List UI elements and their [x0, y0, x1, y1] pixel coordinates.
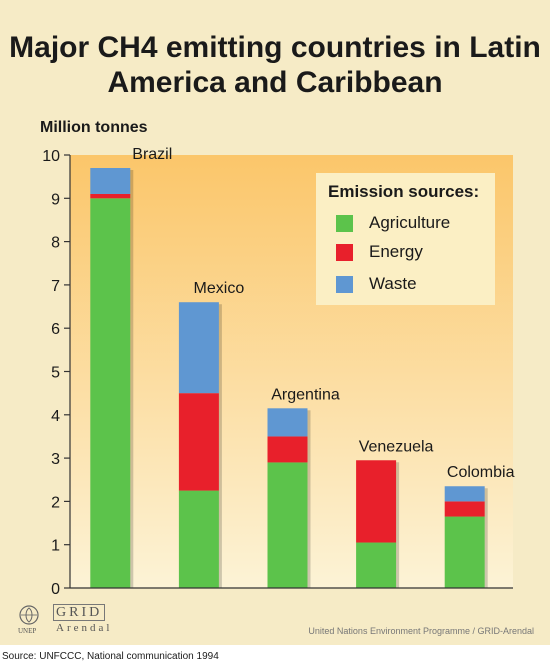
category-label-venezuela: Venezuela	[359, 438, 434, 455]
category-label-colombia: Colombia	[447, 464, 515, 481]
legend-label-energy: Energy	[369, 242, 423, 261]
bar-segment-agriculture-colombia	[444, 516, 485, 588]
arendal-logo-text: Arendal	[56, 622, 113, 634]
y-tick-label: 7	[51, 278, 60, 295]
bar-shadow	[130, 169, 134, 589]
y-tick-label: 0	[51, 581, 60, 598]
bar-segment-waste-brazil	[90, 167, 131, 194]
legend-swatch-waste	[336, 276, 353, 293]
category-label-mexico: Mexico	[194, 280, 245, 297]
legend-title: Emission sources:	[328, 182, 480, 201]
source-note: Source: UNFCCC, National communication 1…	[2, 651, 219, 662]
bar-shadow	[484, 488, 488, 588]
y-tick-label: 8	[51, 235, 60, 252]
bar-segment-agriculture-mexico	[178, 490, 219, 588]
category-label-brazil: Brazil	[132, 146, 172, 163]
legend-label-waste: Waste	[369, 274, 417, 293]
y-tick-group: 0 1 2 3 4 5 6 7 8 9 10	[42, 148, 70, 598]
legend-swatch-energy	[336, 244, 353, 261]
category-label-argentina: Argentina	[271, 386, 340, 403]
grid-logo: GRID	[53, 604, 106, 621]
credit-text: United Nations Environment Programme / G…	[308, 626, 534, 636]
y-tick-label: 2	[51, 494, 60, 511]
bar-segment-energy-colombia	[444, 501, 485, 517]
bar-segment-waste-colombia	[444, 486, 485, 502]
y-tick-label: 10	[42, 148, 60, 165]
bar-segment-energy-venezuela	[356, 460, 397, 543]
y-tick-label: 4	[51, 408, 60, 425]
y-tick-label: 5	[51, 365, 60, 382]
unep-logo-icon	[19, 605, 39, 625]
legend-swatch-agriculture	[336, 215, 353, 232]
bar-segment-energy-brazil	[90, 193, 131, 199]
y-tick-label: 1	[51, 538, 60, 555]
grid-logo-text: GRID	[53, 604, 106, 621]
y-tick-label: 3	[51, 451, 60, 468]
bar-shadow	[307, 410, 311, 588]
bar-segment-waste-mexico	[178, 302, 219, 394]
unep-logo-text: UNEP	[18, 627, 37, 635]
chart-title: Major CH4 emitting countries in Latin Am…	[9, 31, 541, 99]
bar-group	[90, 167, 488, 589]
bar-shadow	[396, 462, 400, 588]
bar-shadow	[218, 304, 222, 588]
legend-label-agriculture: Agriculture	[369, 213, 451, 232]
y-tick-label: 6	[51, 321, 60, 338]
bar-segment-agriculture-venezuela	[356, 542, 397, 588]
bar-segment-energy-mexico	[178, 393, 219, 491]
bar-segment-energy-argentina	[267, 436, 308, 463]
bar-segment-agriculture-brazil	[90, 198, 131, 589]
legend: Emission sources: Agriculture Energy Was…	[316, 173, 495, 305]
bar-segment-agriculture-argentina	[267, 462, 308, 588]
category-label-group: Brazil Mexico Argentina Venezuela Colombia	[132, 146, 514, 481]
y-axis-label: Million tonnes	[40, 119, 148, 136]
bar-chart: 0 1 2 3 4 5 6 7 8 9 10 Brazil Mexico Argentina Venezu…	[42, 146, 514, 598]
bar-segment-waste-argentina	[267, 408, 308, 437]
y-tick-label: 9	[51, 191, 60, 208]
